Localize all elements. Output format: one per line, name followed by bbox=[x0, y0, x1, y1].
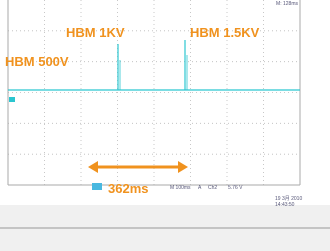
status-text: M 100ms bbox=[170, 185, 191, 191]
status-box bbox=[92, 183, 102, 190]
status-text: Ch2 bbox=[208, 185, 217, 191]
annotation: HBM 1.5KV bbox=[190, 25, 260, 40]
corner-readout: M: 128ms bbox=[276, 1, 298, 7]
annotation: 362ms bbox=[108, 181, 148, 196]
scope-screenshot: M: 128ms HBM 1KV HBM 1.5KV HBM 500V 362m… bbox=[0, 0, 330, 251]
status-text: 5.76 V bbox=[228, 185, 243, 191]
status-text: 14:43:50 bbox=[275, 202, 295, 208]
annotation: HBM 500V bbox=[5, 54, 69, 69]
annotation: HBM 1KV bbox=[66, 25, 125, 40]
channel-marker bbox=[9, 97, 15, 102]
